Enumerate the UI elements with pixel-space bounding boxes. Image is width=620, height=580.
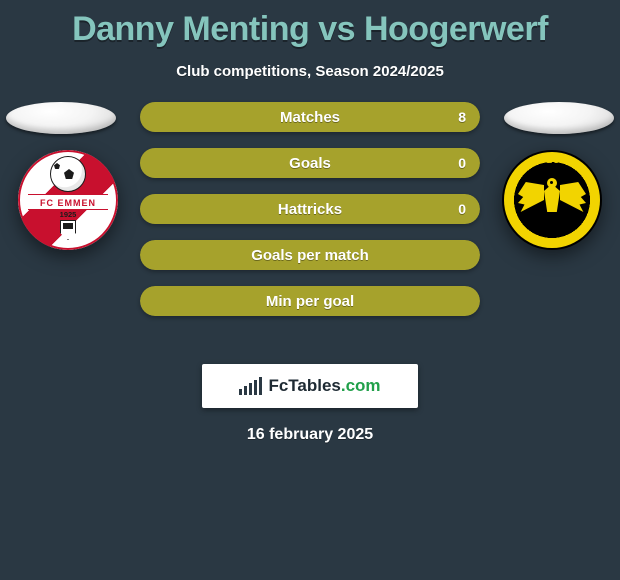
watermark-suffix: .com — [341, 376, 381, 395]
stat-label: Hattricks — [278, 201, 342, 218]
team-right-crest: VITESSE — [502, 150, 602, 250]
team-left-crest: FC EMMEN 1925 — [18, 150, 118, 250]
bar-chart-icon — [239, 377, 262, 395]
pedestal-left — [6, 102, 116, 134]
date-label: 16 february 2025 — [0, 426, 620, 444]
team-right-crest-text: VITESSE — [502, 156, 602, 165]
subtitle: Club competitions, Season 2024/2025 — [0, 63, 620, 80]
stat-rows: 8 Matches 0 Goals 0 Hattricks Goals per match M… — [140, 102, 480, 332]
player-a-name: Danny Menting — [72, 10, 309, 48]
stat-label: Goals per match — [251, 247, 369, 264]
stat-row: Min per goal — [140, 286, 480, 316]
stat-value-right: 8 — [444, 102, 480, 132]
soccer-ball-icon — [50, 156, 86, 192]
vs-separator: vs — [318, 10, 355, 48]
team-left-crest-year: 1925 — [18, 210, 118, 219]
fctables-watermark: FcTables.com — [202, 364, 418, 408]
stat-label: Matches — [280, 109, 340, 126]
watermark-brand: FcTables — [268, 376, 340, 395]
stat-row: 0 Hattricks — [140, 194, 480, 224]
stat-value-right: 0 — [444, 194, 480, 224]
player-b-name: Hoogerwerf — [364, 10, 548, 48]
pedestal-right — [504, 102, 614, 134]
stat-label: Goals — [289, 155, 331, 172]
stat-label: Min per goal — [266, 293, 354, 310]
stat-row: 8 Matches — [140, 102, 480, 132]
stat-value-right: 0 — [444, 148, 480, 178]
watermark-text: FcTables.com — [268, 376, 380, 396]
page-title: Danny Menting vs Hoogerwerf — [0, 0, 620, 49]
eagle-icon — [520, 178, 584, 226]
comparison-arena: FC EMMEN 1925 VITESSE 8 Matches 0 Goals 0 Hat… — [0, 102, 620, 342]
team-left-crest-text: FC EMMEN — [28, 194, 108, 210]
stat-row: Goals per match — [140, 240, 480, 270]
stat-row: 0 Goals — [140, 148, 480, 178]
